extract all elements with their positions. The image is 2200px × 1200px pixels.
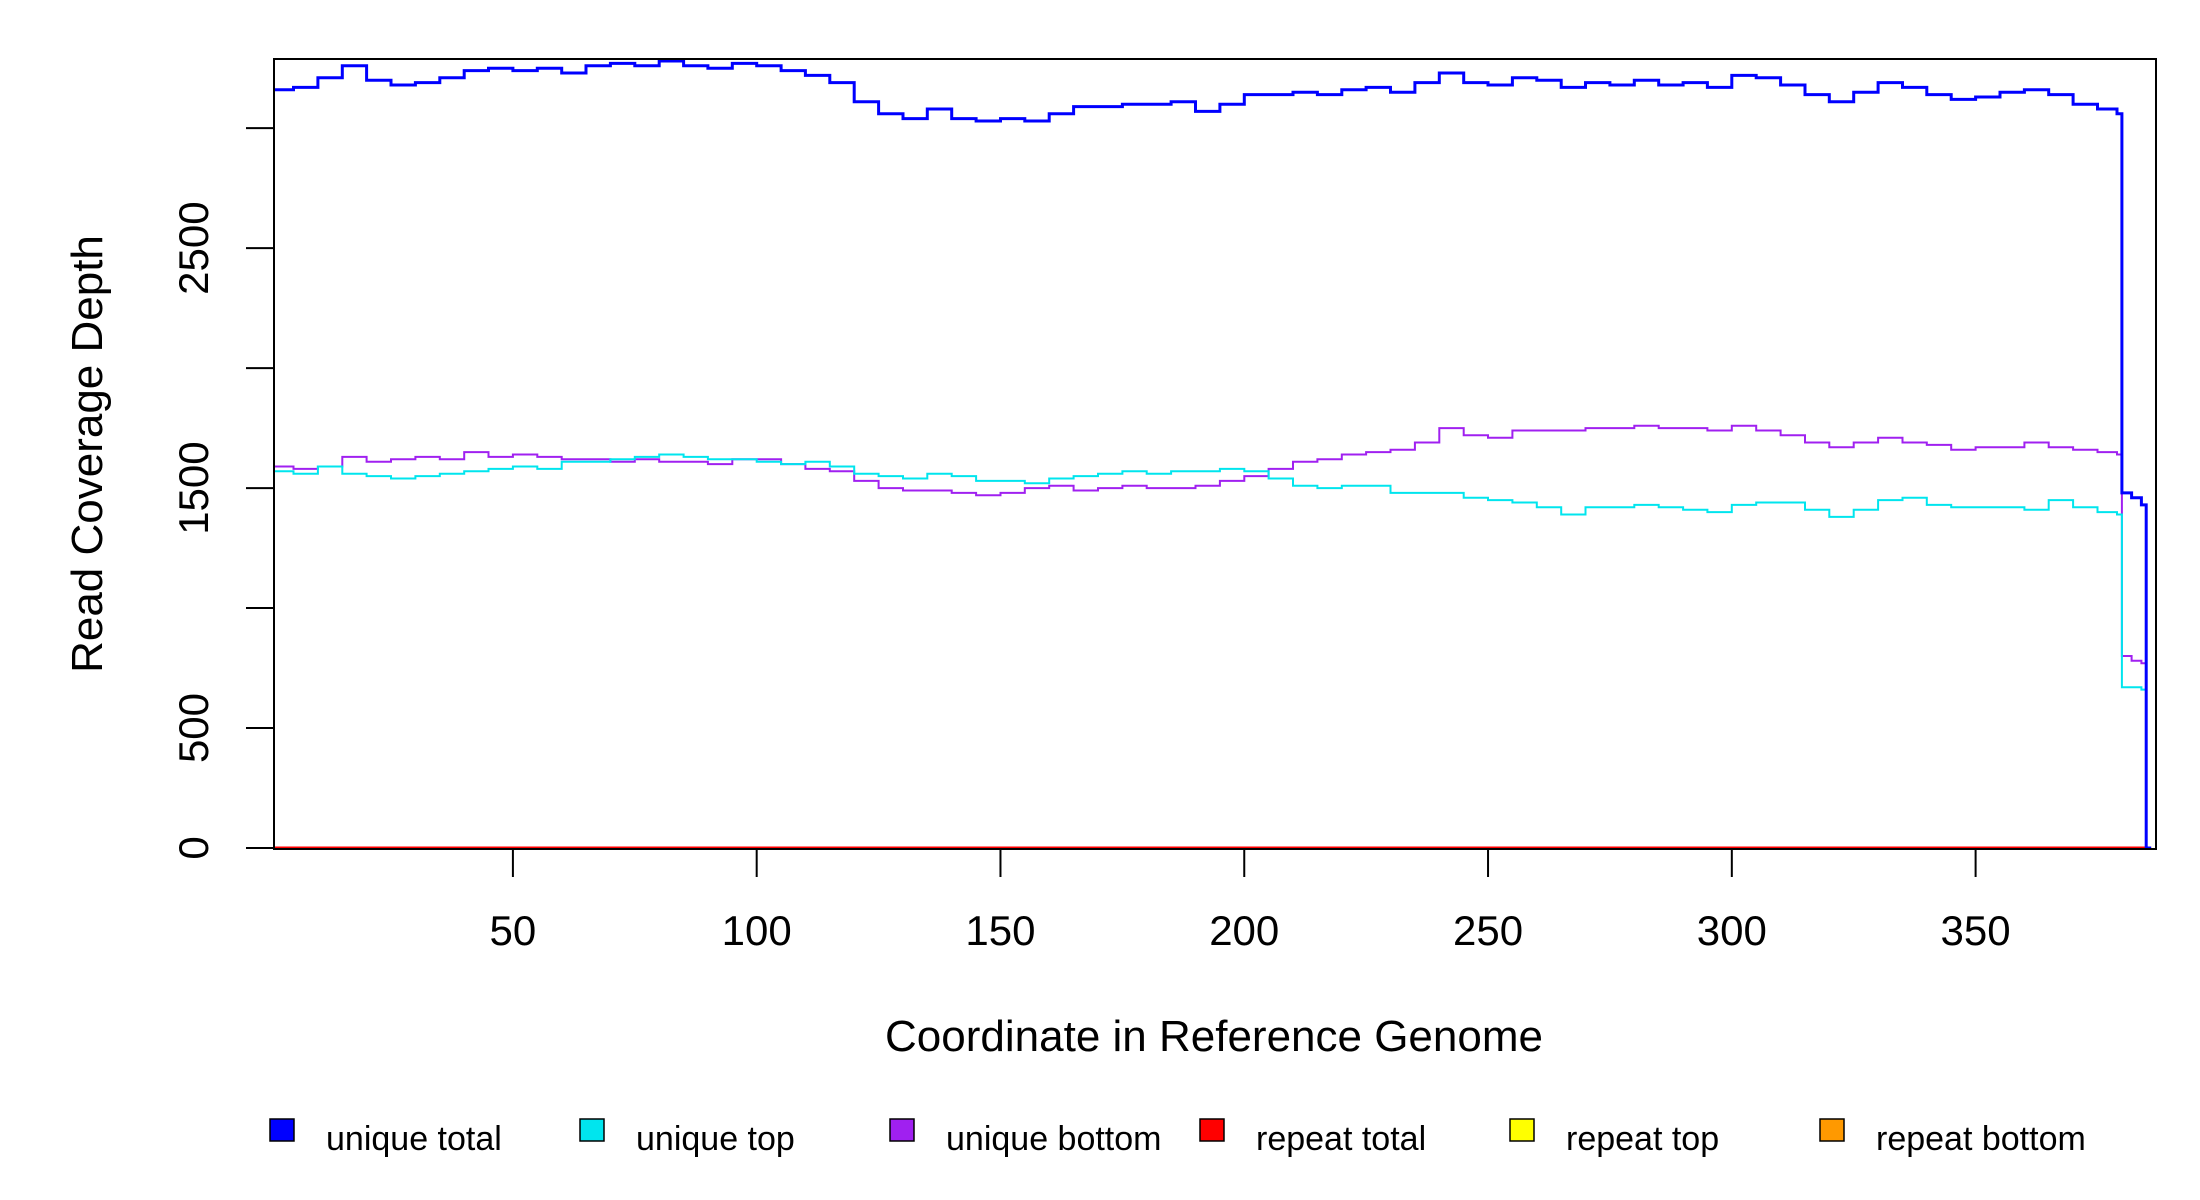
x-tick-label: 50 <box>490 907 537 954</box>
x-tick-label: 100 <box>722 907 792 954</box>
series-line-unique-top <box>274 453 2152 849</box>
y-tick-label: 500 <box>170 693 217 763</box>
x-tick-label: 150 <box>965 907 1035 954</box>
x-axis-title: Coordinate in Reference Genome <box>885 1012 1543 1061</box>
x-tick-label: 250 <box>1453 907 1523 954</box>
y-tick-label: 2500 <box>170 201 217 294</box>
legend-label: unique top <box>636 1120 795 1158</box>
y-axis: 0 500 1500 2500 <box>170 127 274 860</box>
legend-swatch <box>1199 1118 1225 1142</box>
legend: unique total unique top unique bottom repea… <box>269 1118 2086 1158</box>
plot-frame <box>273 58 2157 850</box>
x-tick-label: 350 <box>1941 907 2011 954</box>
series-layer <box>274 59 2152 850</box>
legend-label: unique total <box>326 1120 502 1158</box>
y-tick-label: 1500 <box>170 441 217 534</box>
legend-label: unique bottom <box>946 1120 1162 1158</box>
series-line-unique-total <box>274 59 2152 850</box>
x-tick-label: 200 <box>1209 907 1279 954</box>
y-tick-label: 0 <box>170 836 217 859</box>
legend-swatch <box>269 1118 295 1142</box>
legend-swatch <box>1509 1118 1535 1142</box>
y-axis-title: Read Coverage Depth <box>63 235 112 673</box>
legend-swatch <box>579 1118 605 1142</box>
x-tick-label: 300 <box>1697 907 1767 954</box>
legend-label: repeat total <box>1256 1120 1426 1158</box>
legend-label: repeat top <box>1566 1120 1719 1158</box>
legend-swatch <box>889 1118 915 1142</box>
series-line-unique-bottom <box>274 424 2152 849</box>
x-axis: 50 100 150 200 250 300 350 <box>490 849 2011 954</box>
legend-label: repeat bottom <box>1876 1120 2086 1158</box>
legend-swatch <box>1819 1118 1845 1142</box>
